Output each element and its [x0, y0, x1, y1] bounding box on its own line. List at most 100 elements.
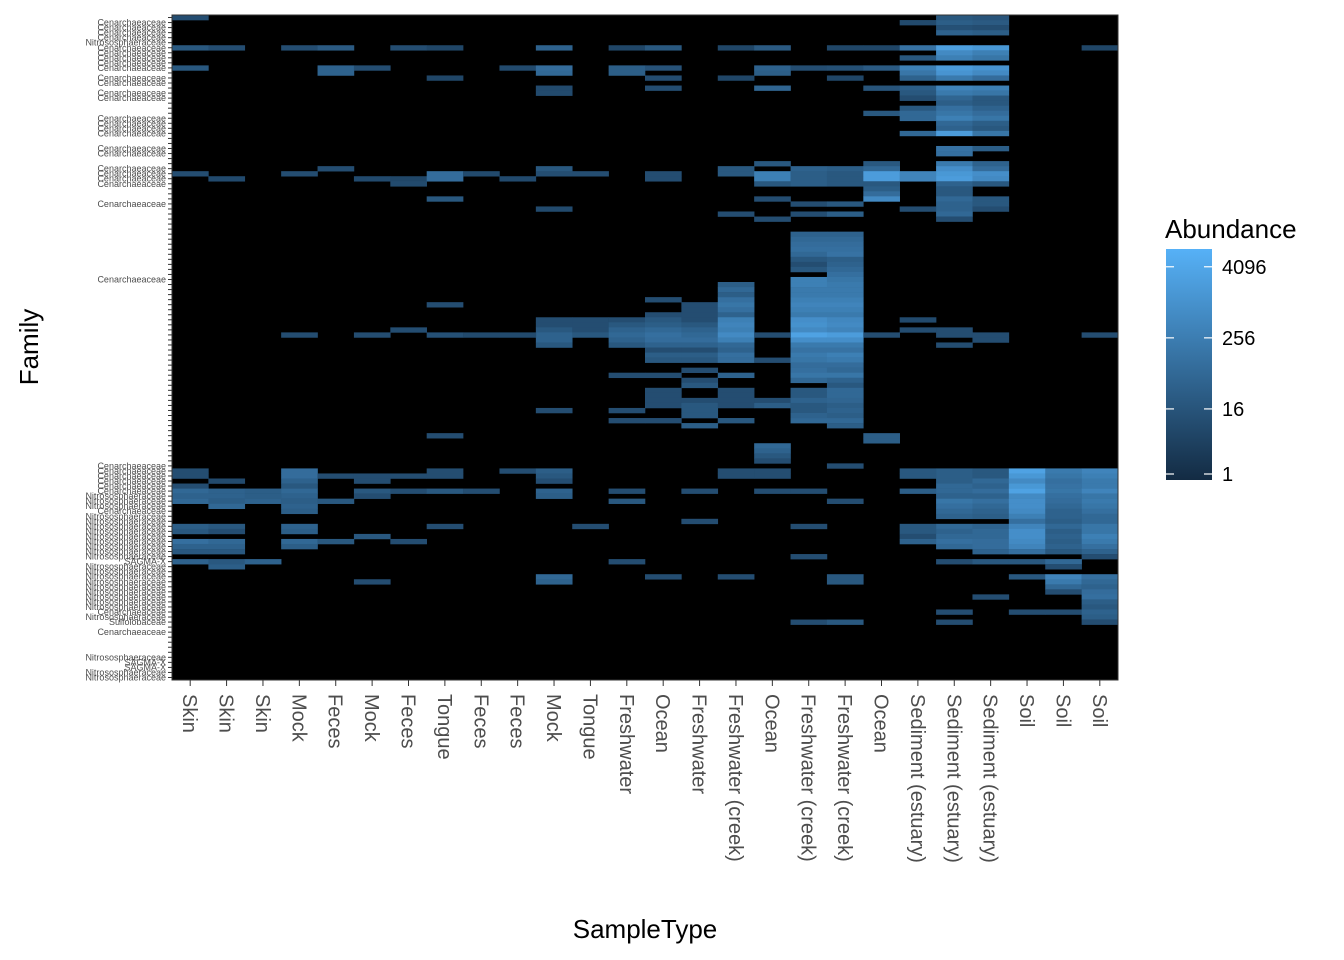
heatmap-cell [1045, 478, 1082, 484]
heatmap-cell [1008, 508, 1046, 515]
heatmap-cell [608, 70, 646, 76]
y-axis-title: Family [14, 309, 44, 386]
y-tick-label: Nitrososphaeraceae [85, 511, 166, 521]
heatmap-cell [1008, 513, 1046, 520]
y-tick-label: Nitrososphaeraceae [85, 582, 166, 592]
heatmap-cell [972, 105, 1010, 112]
heatmap-cell [535, 337, 573, 343]
heatmap-cell [936, 145, 973, 152]
heatmap-cell [1081, 574, 1119, 580]
heatmap-cell [1045, 513, 1082, 520]
heatmap-cell [172, 45, 209, 51]
heatmap-cell [426, 176, 464, 182]
heatmap-cell [172, 171, 209, 177]
heatmap-cell [972, 30, 1010, 36]
heatmap-cell [826, 342, 864, 348]
heatmap-cell [790, 407, 828, 414]
heatmap-cell [936, 120, 973, 127]
heatmap-cell [172, 498, 209, 504]
y-tick-label: SAGMA-X [124, 662, 166, 672]
heatmap-cell [899, 90, 937, 96]
heatmap-cell [972, 166, 1010, 172]
heatmap-cell [972, 533, 1010, 540]
heatmap-cell [535, 488, 573, 494]
heatmap-cell [499, 468, 537, 474]
heatmap-cell [899, 65, 937, 71]
heatmap-cell [281, 538, 318, 545]
heatmap-cell [681, 357, 719, 363]
heatmap-cell [572, 523, 609, 530]
heatmap-cell [1008, 483, 1046, 489]
heatmap-cell [608, 322, 646, 328]
y-tick-label: Cenarchaeaceae [97, 93, 166, 103]
heatmap-cell [281, 483, 318, 489]
heatmap-cell [790, 266, 828, 273]
heatmap-cell [936, 151, 973, 157]
heatmap-cell [353, 65, 391, 71]
heatmap-cell [717, 322, 755, 328]
heatmap-cell [608, 418, 646, 424]
y-tick-label: Cenarchaeaceae [97, 73, 166, 83]
heatmap-cell [863, 176, 900, 182]
heatmap-cell [826, 317, 864, 323]
heatmap-cell [936, 191, 973, 197]
heatmap-cell [717, 342, 755, 348]
heatmap-cell [826, 266, 864, 273]
heatmap-cell [426, 488, 464, 494]
heatmap-cell [790, 488, 828, 494]
heatmap-cell [826, 347, 864, 353]
heatmap-cell [1045, 518, 1082, 525]
y-tick-label: Cenarchaeaceae [97, 18, 166, 28]
heatmap-cell [972, 508, 1010, 515]
y-tick-label: Cenarchaeaceae [97, 169, 166, 179]
heatmap-cell [426, 433, 464, 439]
heatmap-cell [244, 488, 282, 494]
heatmap-cell [645, 85, 682, 91]
heatmap-cell [936, 105, 973, 112]
heatmap-cell [1081, 523, 1119, 530]
heatmap-cell [1081, 599, 1119, 605]
heatmap-cell [281, 478, 318, 484]
heatmap-cell [826, 171, 864, 177]
heatmap-cell [1045, 503, 1082, 510]
heatmap-cell [717, 468, 755, 474]
y-tick-label: Nitrososphaeraceae [85, 521, 166, 531]
heatmap-cell [390, 327, 427, 333]
heatmap-cell [317, 65, 355, 71]
heatmap-cell [754, 468, 791, 474]
heatmap-cell [1081, 584, 1119, 590]
legend-tick-label: 1 [1222, 464, 1233, 486]
heatmap-cell [281, 45, 318, 51]
heatmap-cell [244, 498, 282, 504]
y-tick-label: Nitrososphaeraceae [85, 38, 166, 48]
heatmap-cell [826, 332, 864, 338]
heatmap-cell [281, 473, 318, 479]
heatmap-cell [426, 468, 464, 474]
heatmap-cell [754, 181, 791, 187]
heatmap-cell [826, 397, 864, 404]
heatmap-cell [608, 45, 646, 51]
heatmap-cell [244, 559, 282, 565]
heatmap-cell [172, 493, 209, 499]
heatmap-cell [826, 312, 864, 318]
heatmap-cell [899, 130, 937, 137]
heatmap-cell [681, 347, 719, 353]
heatmap-cell [645, 352, 682, 358]
heatmap-cell [936, 110, 973, 117]
heatmap-cell [972, 468, 1010, 474]
heatmap-cell [172, 523, 209, 530]
heatmap-cell [936, 130, 973, 137]
y-tick-label: Nitrososphaeraceae [85, 562, 166, 572]
heatmap-cell [1008, 559, 1046, 565]
heatmap-cell [208, 493, 246, 499]
x-tick-label: Tongue [433, 694, 455, 760]
plot-border [171, 14, 1119, 681]
heatmap-cell [535, 332, 573, 338]
heatmap-cell [208, 523, 246, 530]
heatmap-cell [790, 347, 828, 353]
y-tick-label: Cenarchaeaceae [97, 506, 166, 516]
heatmap-cell [1081, 609, 1119, 615]
heatmap-cell [244, 493, 282, 499]
y-tick-label: Cenarchaeaceae [97, 63, 166, 73]
heatmap-cell [899, 55, 937, 61]
